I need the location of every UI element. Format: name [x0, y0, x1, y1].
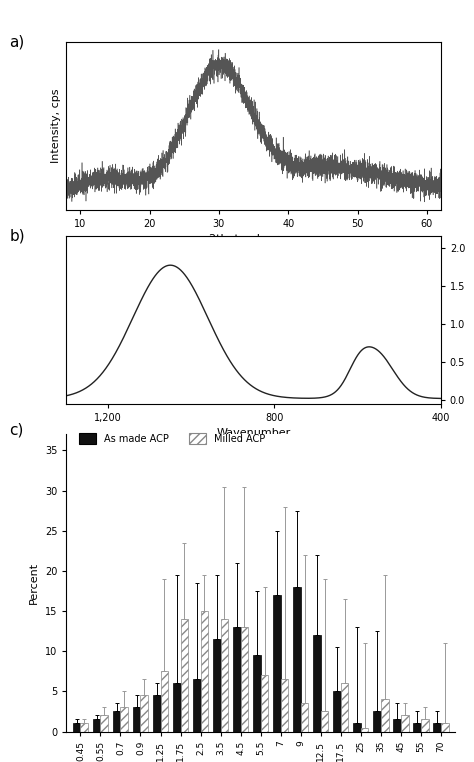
Bar [433, 723, 441, 732]
Text: a): a) [9, 34, 25, 50]
Text: c): c) [9, 423, 24, 438]
Bar [81, 723, 88, 732]
Bar [173, 684, 181, 732]
Bar [293, 587, 301, 732]
Bar [273, 595, 281, 732]
Bar [241, 627, 248, 732]
Bar [381, 700, 389, 732]
Bar [301, 703, 309, 732]
Y-axis label: Percent: Percent [29, 562, 39, 604]
Y-axis label: Intensity, cps: Intensity, cps [51, 88, 61, 163]
X-axis label: Wavenumber: Wavenumber [217, 428, 291, 438]
Bar [181, 619, 188, 732]
Legend: As made ACP, Milled ACP: As made ACP, Milled ACP [79, 434, 265, 444]
X-axis label: 2theta, degrees: 2theta, degrees [209, 234, 298, 244]
Bar [233, 627, 241, 732]
Bar [313, 636, 321, 732]
Bar [401, 716, 409, 732]
Bar [93, 719, 100, 732]
Bar [281, 679, 288, 732]
Bar [193, 679, 201, 732]
Bar [220, 619, 228, 732]
Bar [100, 716, 108, 732]
Bar [333, 691, 341, 732]
Bar [113, 712, 120, 732]
Text: b): b) [9, 229, 25, 244]
Bar [253, 655, 261, 732]
Bar [321, 712, 328, 732]
Bar [140, 696, 148, 732]
Bar [393, 719, 401, 732]
Y-axis label: Absorbance: Absorbance [472, 287, 474, 353]
Bar [421, 719, 428, 732]
Bar [413, 723, 421, 732]
Bar [361, 728, 368, 732]
Bar [353, 723, 361, 732]
Bar [213, 639, 220, 732]
Bar [261, 675, 268, 732]
Bar [341, 684, 348, 732]
Bar [73, 723, 81, 732]
Bar [120, 707, 128, 732]
Bar [133, 707, 140, 732]
Bar [161, 671, 168, 732]
Bar [374, 712, 381, 732]
Bar [153, 696, 161, 732]
Bar [201, 611, 208, 732]
Bar [441, 723, 448, 732]
